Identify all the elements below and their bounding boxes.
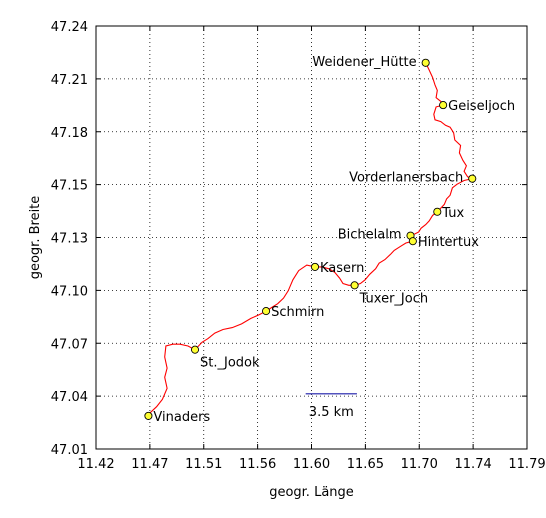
y-tick-label: 47.01 <box>51 443 88 458</box>
waypoint-label: Bichelalm <box>338 228 402 243</box>
waypoint-label: Vinaders <box>153 410 210 425</box>
scale-bar-label: 3.5 km <box>309 405 354 420</box>
x-axis-ticks: 11.42 11.47 11.51 11.56 11.60 11.65 11.70 11.74… <box>77 26 546 472</box>
grid-lines <box>96 26 527 449</box>
waypoint-marker <box>262 307 271 316</box>
waypoint-label: Hintertux <box>418 235 479 250</box>
waypoint-marker <box>350 281 359 290</box>
waypoint-label: Geiseljoch <box>448 99 515 114</box>
x-tick-label: 11.47 <box>131 457 168 472</box>
waypoint-label: Vorderlanersbach <box>349 171 463 186</box>
y-tick-label: 47.18 <box>51 126 88 141</box>
waypoint-marker <box>421 58 430 67</box>
waypoint-marker <box>310 262 320 271</box>
x-tick-label: 11.60 <box>293 457 330 472</box>
y-axis-ticks: 47.24 47.21 47.18 47.15 47.13 47.10 47.07 47.04… <box>51 20 527 458</box>
waypoints: Weidener_Hütte Geiseljoch Vorderlanersbach… <box>144 55 515 425</box>
x-tick-label: 11.56 <box>239 457 276 472</box>
x-tick-label: 11.65 <box>347 457 384 472</box>
waypoint-label: Tuxer_Joch <box>359 291 429 306</box>
y-tick-label: 47.15 <box>51 179 88 194</box>
y-tick-label: 47.10 <box>51 284 88 299</box>
x-tick-label: 11.74 <box>455 457 492 472</box>
waypoint-marker <box>144 411 153 420</box>
y-tick-label: 47.21 <box>51 73 88 88</box>
y-tick-label: 47.24 <box>51 20 88 35</box>
waypoint-label: Tux <box>441 206 464 221</box>
waypoint-marker <box>439 101 448 110</box>
y-axis-label: geogr. Breite <box>28 196 43 280</box>
x-axis-label: geogr. Länge <box>269 485 354 500</box>
route-track <box>147 62 475 417</box>
waypoint-marker <box>433 207 442 216</box>
waypoint-label: Kasern <box>320 261 364 276</box>
waypoint-marker <box>468 174 477 183</box>
y-tick-label: 47.13 <box>51 232 88 247</box>
y-tick-label: 47.04 <box>51 390 88 405</box>
y-tick-label: 47.07 <box>51 337 88 352</box>
x-tick-label: 11.42 <box>77 457 114 472</box>
waypoint-label: Weidener_Hütte <box>312 55 416 70</box>
x-tick-label: 11.70 <box>401 457 438 472</box>
waypoint-marker <box>408 237 417 246</box>
x-tick-label: 11.79 <box>508 457 545 472</box>
waypoint-label: St._Jodok <box>200 356 260 371</box>
waypoint-marker <box>190 345 200 354</box>
waypoint-label: Schmirn <box>271 305 324 320</box>
x-tick-label: 11.51 <box>185 457 222 472</box>
